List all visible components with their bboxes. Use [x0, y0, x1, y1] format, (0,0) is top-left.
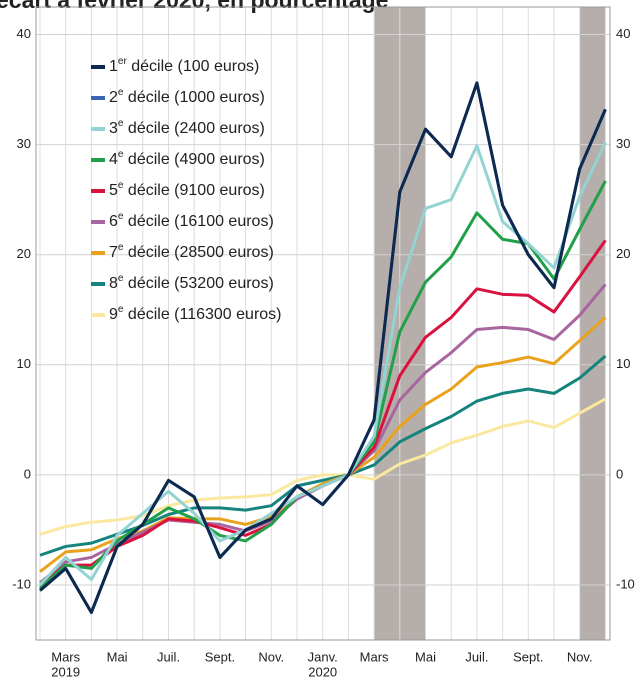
legend-label: 3e décile (2400 euros) — [109, 118, 265, 138]
y2-tick-label: -10 — [616, 576, 635, 591]
y2-tick-label: 0 — [616, 466, 623, 481]
x-year-label: 2019 — [51, 664, 80, 679]
shaded-period — [579, 7, 606, 640]
y-tick-label: -10 — [12, 576, 31, 591]
y-tick-label: 40 — [17, 26, 31, 41]
legend-label: 4e décile (4900 euros) — [109, 149, 265, 169]
x-tick-label: Sept. — [513, 649, 543, 664]
x-tick-label: Mars — [51, 649, 80, 664]
y2-tick-label: 20 — [616, 246, 630, 261]
x-tick-label: Sept. — [205, 649, 235, 664]
y-tick-label: 0 — [24, 466, 31, 481]
y2-tick-label: 10 — [616, 356, 630, 371]
y-tick-label: 10 — [17, 356, 31, 371]
y-tick-label: 30 — [17, 136, 31, 151]
legend-label: 9e décile (116300 euros) — [109, 304, 282, 324]
legend-label: 2e décile (1000 euros) — [109, 87, 265, 107]
x-year-label: 2020 — [308, 664, 337, 679]
x-tick-label: Juil. — [157, 649, 180, 664]
x-tick-label: Nov. — [258, 649, 284, 664]
legend-label: 8e décile (53200 euros) — [109, 273, 274, 293]
series-line — [39, 81, 607, 614]
x-tick-label: Mai — [415, 649, 436, 664]
x-tick-label: Mai — [107, 649, 128, 664]
legend-label: 1er décile (100 euros) — [109, 56, 259, 76]
y2-tick-label: 30 — [616, 136, 630, 151]
y-tick-label: 20 — [17, 246, 31, 261]
plot-frame — [35, 6, 611, 641]
y2-tick-label: 40 — [616, 26, 630, 41]
legend-label: 5e décile (9100 euros) — [109, 180, 265, 200]
legend-label: 7e décile (28500 euros) — [109, 242, 274, 262]
legend-label: 6e décile (16100 euros) — [109, 211, 274, 231]
series-line — [38, 141, 607, 586]
x-tick-label: Nov. — [567, 649, 593, 664]
x-tick-label: Mars — [360, 649, 389, 664]
x-tick-label: Juil. — [465, 649, 488, 664]
series-line — [39, 397, 607, 536]
x-tick-label: Janv. — [308, 649, 338, 664]
